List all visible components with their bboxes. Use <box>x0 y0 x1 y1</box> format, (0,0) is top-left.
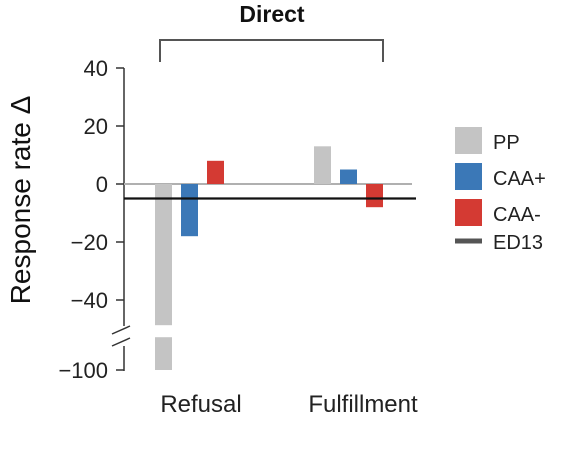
legend-swatch-caa <box>455 199 482 226</box>
legend-label-pp: PP <box>493 132 520 154</box>
axis-break-mark-top <box>111 325 131 335</box>
y-tick-label: −100 <box>58 358 108 383</box>
y-tick-label: 40 <box>84 56 108 81</box>
y-tick-label: 20 <box>84 114 108 139</box>
y-ticks: 40 20 0 −20 −40 −100 <box>58 56 124 383</box>
y-axis-label: Response rate Δ <box>5 96 36 305</box>
legend-swatch-caa <box>455 163 482 190</box>
legend: PP CAA+ CAA- ED13 <box>455 127 546 254</box>
bar-break-gap <box>154 325 173 338</box>
legend-label-caa: CAA+ <box>493 168 546 190</box>
legend-label-caa: CAA- <box>493 204 541 226</box>
title-bracket <box>159 39 384 62</box>
chart-title: Direct <box>239 1 305 27</box>
axis-break-mark-bottom <box>111 337 131 347</box>
y-tick-label: 0 <box>96 172 108 197</box>
bar-pp-fulfillment <box>314 146 331 184</box>
bar-caa-refusal <box>207 160 224 184</box>
category-label-refusal: Refusal <box>160 391 241 418</box>
bar-caa-fulfillment <box>366 184 383 208</box>
category-label-fulfillment: Fulfillment <box>308 391 418 418</box>
legend-label-ed13: ED13 <box>493 232 543 254</box>
y-tick-label: −40 <box>71 288 108 313</box>
bars <box>154 146 383 370</box>
bar-caa-fulfillment <box>340 169 357 184</box>
y-tick-label: −20 <box>71 230 108 255</box>
bar-pp-refusal <box>155 184 172 370</box>
legend-swatch-pp <box>455 127 482 154</box>
category-labels: Refusal Fulfillment <box>160 391 418 418</box>
bar-caa-refusal <box>181 184 198 237</box>
